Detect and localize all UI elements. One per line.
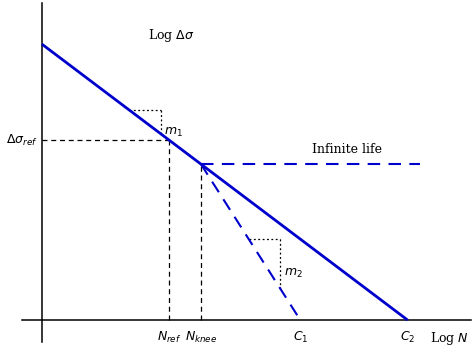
Text: $C_1$: $C_1$ [292, 330, 308, 345]
Text: Infinite life: Infinite life [312, 143, 382, 156]
Text: $N_{ref}$: $N_{ref}$ [157, 330, 182, 345]
Text: Log $N$: Log $N$ [430, 330, 469, 347]
Text: $m_1$: $m_1$ [164, 126, 183, 139]
Text: $N_{knee}$: $N_{knee}$ [185, 330, 217, 345]
Text: $\Delta\sigma_{ref}$: $\Delta\sigma_{ref}$ [6, 133, 37, 148]
Text: $m_2$: $m_2$ [283, 267, 302, 280]
Text: Log $\Delta\sigma$: Log $\Delta\sigma$ [148, 26, 194, 44]
Text: $C_2$: $C_2$ [400, 330, 415, 345]
